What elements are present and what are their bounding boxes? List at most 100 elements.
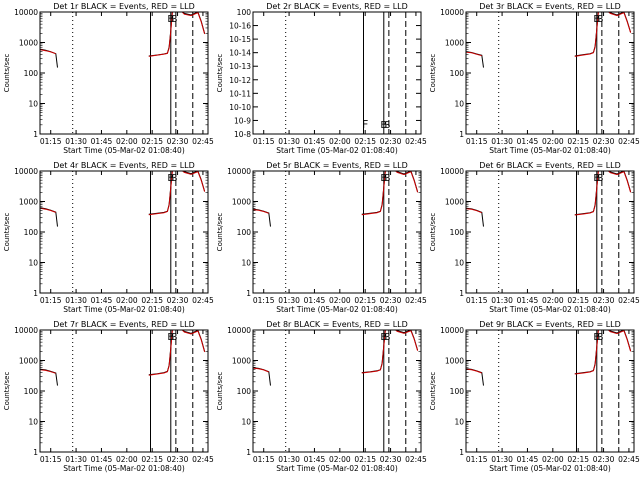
x-tick-label: 02:15 — [354, 137, 376, 146]
annotation-s: S — [171, 332, 177, 343]
series-lld-line — [574, 12, 599, 57]
plot-frame — [252, 329, 422, 453]
x-tick-label: 01:30 — [491, 455, 513, 464]
series-lld-line — [253, 367, 269, 373]
y-tick-label: 10-14 — [229, 49, 251, 58]
x-tick-label: 02:15 — [141, 137, 163, 146]
panel-data-layer: F BS — [285, 12, 407, 134]
panel-title: Det 6r BLACK = Events, RED = LLD — [479, 161, 621, 170]
y-axis-label: Counts/sec — [429, 213, 437, 252]
annotation-s: S — [384, 173, 390, 184]
x-tick-label: 02:15 — [141, 455, 163, 464]
y-tick-label: 100 — [450, 228, 465, 237]
annotation-b: B — [167, 173, 174, 184]
x-tick-label: 01:45 — [517, 455, 539, 464]
x-tick-label: 01:15 — [466, 137, 488, 146]
panel-data-layer: BS — [466, 171, 632, 293]
x-axis-label: Start Time (05-Mar-02 01:08:40) — [276, 305, 398, 314]
x-tick-label: 02:15 — [141, 296, 163, 305]
annotation-f: F — [362, 118, 368, 131]
plot-frame — [39, 329, 209, 453]
x-tick-label: 02:30 — [167, 455, 189, 464]
y-axis-label: Counts/sec — [216, 372, 224, 411]
plot-frame — [465, 329, 635, 453]
x-tick-label: 02:45 — [618, 137, 640, 146]
x-tick-label: 02:30 — [593, 296, 615, 305]
series-lld-line — [40, 49, 56, 55]
x-tick-label: 01:15 — [40, 137, 62, 146]
y-tick-label: 1 — [459, 448, 464, 457]
series-lld-line — [148, 12, 173, 57]
x-axis-label: Start Time (05-Mar-02 01:08:40) — [489, 464, 611, 473]
x-tick-label: 01:30 — [278, 455, 300, 464]
x-axis-label: Start Time (05-Mar-02 01:08:40) — [489, 305, 611, 314]
x-tick-label: 02:00 — [542, 137, 564, 146]
series-lld-line — [40, 369, 56, 374]
annotation-b: B — [593, 14, 600, 25]
series-lld-line — [607, 171, 632, 193]
x-tick-label: 01:15 — [40, 296, 62, 305]
x-tick-label: 01:45 — [91, 455, 113, 464]
x-tick-label: 02:15 — [354, 455, 376, 464]
plot-frame — [39, 11, 209, 135]
y-tick-label: 10 — [28, 418, 38, 427]
y-tick-label: 10000 — [14, 167, 38, 176]
series-events-line — [40, 207, 58, 227]
panel-data-layer: BS — [40, 171, 206, 293]
x-tick-label: 02:45 — [405, 137, 427, 146]
y-axis-label: Counts/sec — [3, 372, 11, 411]
x-tick-label: 02:00 — [542, 455, 564, 464]
panel-title: Det 7r BLACK = Events, RED = LLD — [53, 320, 195, 329]
panel-title: Det 2r BLACK = Events, RED = LLD — [266, 2, 408, 11]
annotation-b: B — [380, 332, 387, 343]
series-lld-line — [361, 330, 386, 374]
x-tick-label: 02:00 — [329, 137, 351, 146]
y-tick-label: 100 — [450, 69, 465, 78]
y-tick-label: 1 — [33, 130, 38, 139]
series-lld-line — [607, 12, 632, 33]
x-tick-label: 02:15 — [567, 455, 589, 464]
panel-title: Det 8r BLACK = Events, RED = LLD — [266, 320, 408, 329]
x-tick-label: 02:45 — [192, 296, 214, 305]
panel-data-layer: BS — [466, 330, 632, 452]
y-tick-label: 1000 — [19, 39, 38, 48]
series-lld-line — [181, 12, 206, 35]
series-lld-line — [466, 51, 482, 57]
x-tick-label: 02:45 — [192, 455, 214, 464]
series-lld-line — [181, 330, 206, 353]
x-axis-label: Start Time (05-Mar-02 01:08:40) — [63, 146, 185, 155]
x-tick-label: 02:45 — [618, 296, 640, 305]
x-axis-label: Start Time (05-Mar-02 01:08:40) — [276, 464, 398, 473]
y-axis-label: Counts/sec — [429, 54, 437, 93]
y-tick-label: 100 — [24, 228, 39, 237]
x-tick-label: 01:30 — [65, 137, 87, 146]
x-tick-label: 02:30 — [167, 296, 189, 305]
y-tick-label: 100 — [237, 8, 252, 17]
panel-data-layer: BS — [40, 12, 206, 134]
y-tick-label: 1 — [459, 130, 464, 139]
x-tick-label: 01:30 — [65, 455, 87, 464]
y-tick-label: 10 — [454, 100, 464, 109]
y-tick-label: 1000 — [19, 198, 38, 207]
panel-data-layer: BS — [253, 171, 419, 293]
x-tick-label: 01:15 — [466, 455, 488, 464]
series-events-line — [466, 207, 484, 227]
series-lld-line — [574, 330, 599, 375]
series-lld-line — [394, 171, 419, 193]
series-lld-line — [394, 330, 419, 351]
series-events-line — [466, 368, 484, 386]
y-tick-label: 100 — [24, 69, 39, 78]
y-axis-label: Counts/sec — [216, 213, 224, 252]
annotation-s: S — [384, 332, 390, 343]
y-tick-label: 100 — [450, 387, 465, 396]
y-tick-label: 10 — [28, 259, 38, 268]
annotation-b: B — [593, 332, 600, 343]
x-tick-label: 01:15 — [40, 455, 62, 464]
y-tick-label: 1 — [33, 289, 38, 298]
